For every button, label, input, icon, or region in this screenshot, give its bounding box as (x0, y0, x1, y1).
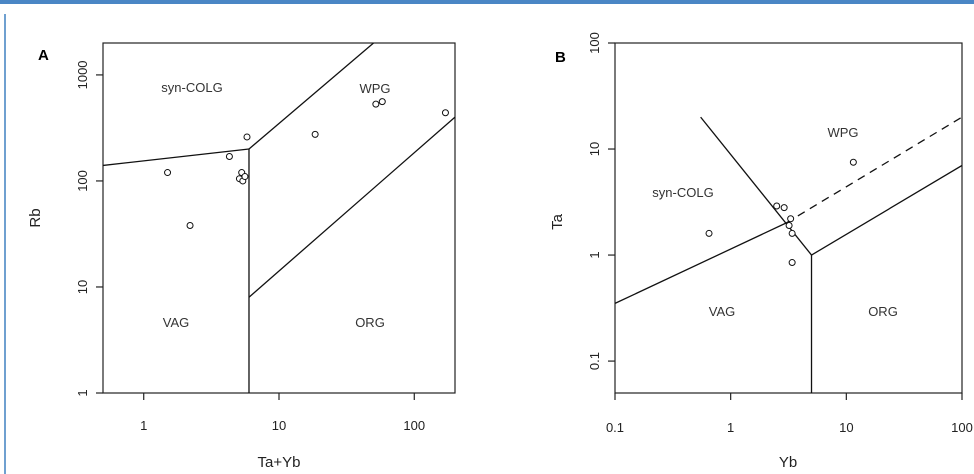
x-tick-label: 0.1 (606, 420, 624, 435)
field-label: VAG (163, 315, 190, 330)
field-label: syn-COLG (161, 80, 222, 95)
field-label: WPG (359, 81, 390, 96)
x-tick-label: 10 (272, 418, 286, 433)
panel-a: 1 10 100 1 10 100 1000 syn-COLG WPG VAG ORG Ta+Yb Rb… (27, 42, 456, 471)
y-tick-label: 1 (587, 251, 602, 258)
x-axis-label: Ta+Yb (258, 454, 301, 471)
field-label: syn-COLG (652, 185, 713, 200)
data-point (849, 158, 857, 166)
y-tick-label: 0.1 (587, 352, 602, 370)
field-label: ORG (868, 304, 898, 319)
data-point (186, 221, 194, 229)
panel-label: B (555, 49, 566, 66)
y-tick-label: 10 (587, 142, 602, 156)
data-point (785, 221, 793, 229)
left-border (4, 14, 6, 474)
data-point (788, 259, 796, 267)
x-tick-label: 10 (839, 420, 853, 435)
y-axis-label: Rb (27, 208, 44, 227)
data-point (780, 204, 788, 212)
y-tick-label: 10 (75, 280, 90, 294)
data-point (311, 130, 319, 138)
data-point (241, 173, 249, 181)
top-border (0, 0, 974, 4)
field-label: VAG (709, 304, 736, 319)
y-axis-label: Ta (549, 213, 566, 230)
x-tick-label: 1 (727, 420, 734, 435)
field-label: WPG (827, 125, 858, 140)
plot-frame (614, 42, 963, 394)
y-tick-label: 1000 (75, 60, 90, 89)
plot-frame (102, 42, 456, 394)
field-boundary (103, 148, 250, 167)
data-point (243, 133, 251, 141)
y-tick-label: 100 (587, 32, 602, 54)
data-point (705, 229, 713, 237)
data-point (441, 109, 449, 117)
y-tick-label: 1 (75, 389, 90, 396)
x-axis-label: Yb (779, 454, 797, 471)
field-boundary (811, 164, 962, 256)
field-label: ORG (355, 315, 385, 330)
panel-label: A (38, 47, 49, 64)
data-point (164, 169, 172, 177)
x-tick-label: 1 (140, 418, 147, 433)
data-point (225, 153, 233, 161)
y-tick-label: 100 (75, 170, 90, 192)
panel-b: 0.1 1 10 100 0.1 1 10 100 syn-COLG WPG VAG ORG Yb Ta B (549, 32, 973, 471)
field-boundary (248, 43, 374, 150)
field-boundary (248, 116, 455, 298)
data-point (372, 100, 380, 108)
data-point (787, 215, 795, 223)
data-point (773, 202, 781, 210)
data-point (378, 98, 386, 106)
field-boundary (615, 222, 787, 304)
x-tick-label: 100 (403, 418, 425, 433)
data-point (788, 229, 796, 237)
field-boundary-dashed (785, 116, 962, 224)
x-tick-label: 100 (951, 420, 973, 435)
